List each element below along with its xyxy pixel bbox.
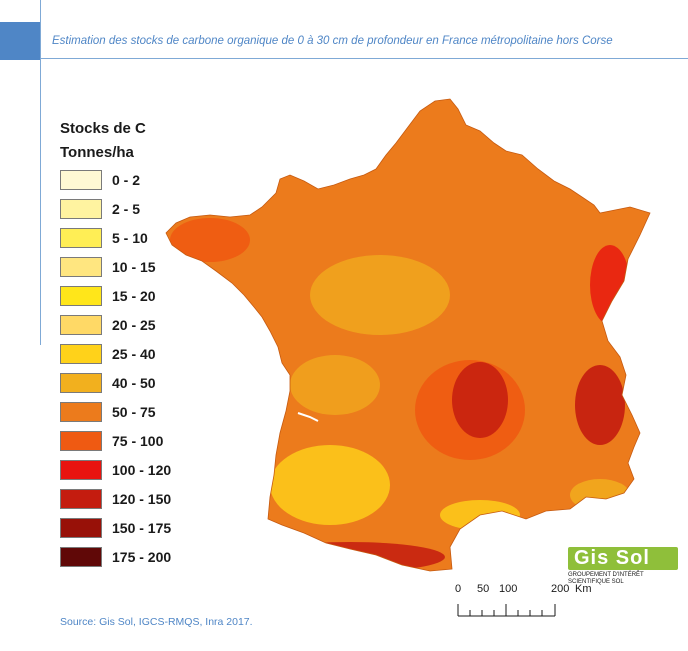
map-title: Estimation des stocks de carbone organiq…	[52, 35, 613, 47]
map-fill-poitou	[290, 355, 380, 415]
legend-swatch	[60, 314, 102, 335]
legend-label: 15 - 20	[112, 287, 156, 304]
legend-item: 10 - 15	[60, 252, 171, 281]
france-outline	[165, 98, 651, 572]
legend-items: 0 - 2 2 - 5 5 - 10 10 - 15 15 - 20 20 - 25 25 …	[60, 165, 171, 571]
scale-ticks	[457, 604, 556, 617]
header-horizontal-rule	[40, 58, 688, 59]
legend-swatch	[60, 517, 102, 538]
legend-swatch	[60, 198, 102, 219]
map-surface	[166, 99, 650, 571]
legend-item: 100 - 120	[60, 455, 171, 484]
map-fill-massif-core	[452, 362, 508, 438]
map-fill-base	[166, 99, 650, 571]
legend-label: 40 - 50	[112, 374, 156, 391]
map-fill-pyrenees	[255, 542, 445, 571]
map-fill-alps	[575, 365, 625, 445]
legend-label: 120 - 150	[112, 490, 172, 507]
legend-label: 100 - 120	[112, 461, 172, 478]
legend-swatch	[60, 488, 102, 509]
legend-label: 10 - 15	[112, 258, 156, 275]
legend-label: 175 - 200	[112, 548, 172, 565]
gissol-logo-subtitle: GROUPEMENT D'INTÉRÊT SCIENTIFIQUE SOL	[568, 572, 644, 585]
legend-label: 0 - 2	[112, 171, 141, 188]
scale-label-200: 200	[551, 583, 570, 595]
gissol-logo: Gis Sol GROUPEMENT D'INTÉRÊT SCIENTIFIQU…	[568, 547, 678, 609]
legend-swatch	[60, 169, 102, 190]
scale-label-0: 0	[455, 583, 462, 595]
legend-label: 150 - 175	[112, 519, 172, 536]
legend-label: 50 - 75	[112, 403, 156, 420]
legend-item: 25 - 40	[60, 339, 171, 368]
legend-swatch	[60, 430, 102, 451]
header-accent-bar	[0, 22, 40, 60]
legend-label: 20 - 25	[112, 316, 156, 333]
france-map	[150, 95, 670, 595]
legend-label: 25 - 40	[112, 345, 156, 362]
map-fill-central-plains	[310, 255, 450, 335]
legend-item: 175 - 200	[60, 542, 171, 571]
legend-title: Stocks de C	[60, 120, 146, 137]
legend-item: 120 - 150	[60, 484, 171, 513]
map-fill-provence	[570, 479, 630, 511]
legend-swatch	[60, 256, 102, 277]
legend-item: 150 - 175	[60, 513, 171, 542]
legend-swatch	[60, 459, 102, 480]
scale-label-100: 100	[499, 583, 518, 595]
legend-item: 50 - 75	[60, 397, 171, 426]
france-map-svg	[165, 98, 651, 572]
scale-label-50: 50	[477, 583, 490, 595]
legend-swatch	[60, 372, 102, 393]
legend-swatch	[60, 343, 102, 364]
legend-swatch	[60, 285, 102, 306]
legend-item: 5 - 10	[60, 223, 171, 252]
scale-bar: 0 50 100 200 Km	[455, 583, 605, 623]
header-vertical-rule	[40, 0, 41, 345]
gissol-logo-name: Gis Sol	[568, 547, 678, 570]
legend-swatch	[60, 227, 102, 248]
legend-swatch	[60, 401, 102, 422]
legend-label: 2 - 5	[112, 200, 141, 217]
source-note: Source: Gis Sol, IGCS-RMQS, Inra 2017.	[60, 616, 253, 628]
legend-swatch	[60, 546, 102, 567]
legend-item: 0 - 2	[60, 165, 171, 194]
legend-item: 2 - 5	[60, 194, 171, 223]
gironde-estuary	[297, 412, 319, 422]
map-fill-aquitaine	[270, 445, 390, 525]
legend-unit: Tonnes/ha	[60, 144, 134, 161]
map-fill-brittany	[170, 218, 250, 262]
legend-label: 75 - 100	[112, 432, 164, 449]
legend-item: 15 - 20	[60, 281, 171, 310]
map-fill-vosges	[590, 245, 630, 325]
legend-item: 75 - 100	[60, 426, 171, 455]
legend-label: 5 - 10	[112, 229, 148, 246]
scale-unit: Km	[575, 583, 592, 595]
legend-item: 40 - 50	[60, 368, 171, 397]
legend-item: 20 - 25	[60, 310, 171, 339]
legend: Stocks de C Tonnes/ha 0 - 2 2 - 5 5 - 10 10…	[60, 120, 171, 571]
